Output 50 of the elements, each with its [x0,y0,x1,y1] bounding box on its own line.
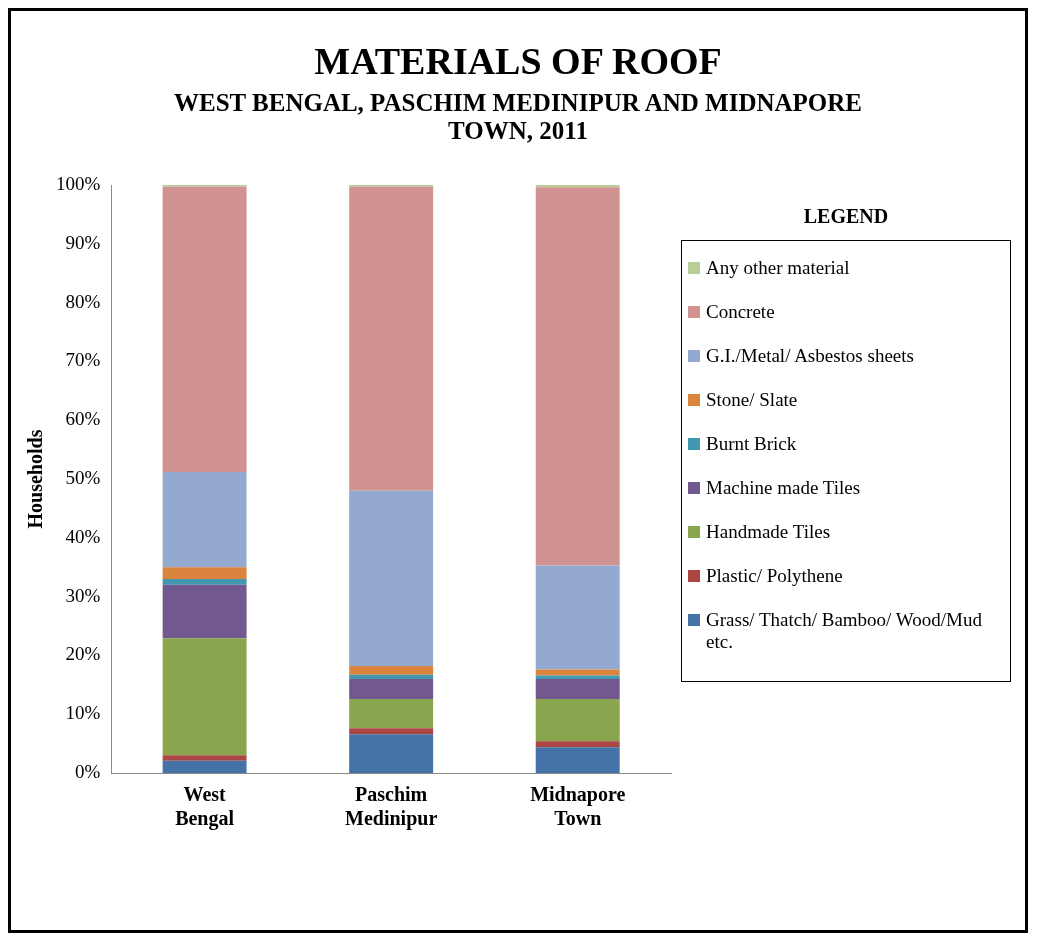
legend-label: Grass/ Thatch/ Bamboo/ Wood/Mud etc. [706,609,983,653]
bar [349,674,434,679]
y-tick-label: 0% [75,760,101,782]
y-axis-title: Households [24,429,47,529]
bar [162,755,247,761]
x-tick-label: Paschim Medinipur [345,783,438,831]
bar [162,638,247,756]
bar [349,698,434,729]
legend-title: LEGEND [802,205,890,228]
y-tick-label: 100% [56,172,101,194]
x-tick-label: Midnapore Town [530,783,626,830]
legend-label: Burnt Brick [706,433,797,455]
bar [162,584,247,639]
bar [535,678,620,699]
chart-subtitle: WEST BENGAL, PASCHIM MEDINIPUR AND MIDNAPORE TOWN, 2011 [173,89,863,145]
legend-label: Any other material [706,257,850,279]
bar [349,734,434,773]
y-tick-label: 70% [65,349,101,371]
bar [535,698,620,742]
bar [535,741,620,748]
bar [349,728,434,735]
y-tick-label: 50% [65,466,101,488]
legend-label: Handmade Tiles [706,521,831,543]
legend-label: Plastic/ Polythene [706,565,843,587]
bar [535,187,620,566]
bar [535,747,620,773]
y-tick-label: 80% [65,290,101,312]
legend-label: Stone/ Slate [706,389,798,411]
bar [162,760,247,773]
bar [162,567,247,579]
y-tick-label: 40% [65,525,101,547]
y-tick-label: 30% [65,584,101,606]
legend-label: Concrete [706,301,775,323]
bar [349,678,434,699]
legend-label: Machine made Tiles [706,477,861,499]
y-tick-label: 20% [65,643,101,665]
bar [162,578,247,585]
bar [162,186,247,472]
bar [162,471,247,568]
y-tick-label: 60% [65,408,101,430]
bar [349,490,434,666]
y-tick-label: 90% [65,231,101,253]
bar [349,186,434,491]
legend-label: G.I./Metal/ Asbestos sheets [706,345,914,367]
bar [535,565,620,670]
bar [535,675,620,679]
bar [349,665,434,675]
x-tick-label: West Bengal [175,783,235,831]
chart-title: MATERIALS OF ROOF [313,39,723,83]
y-tick-label: 10% [65,702,101,724]
